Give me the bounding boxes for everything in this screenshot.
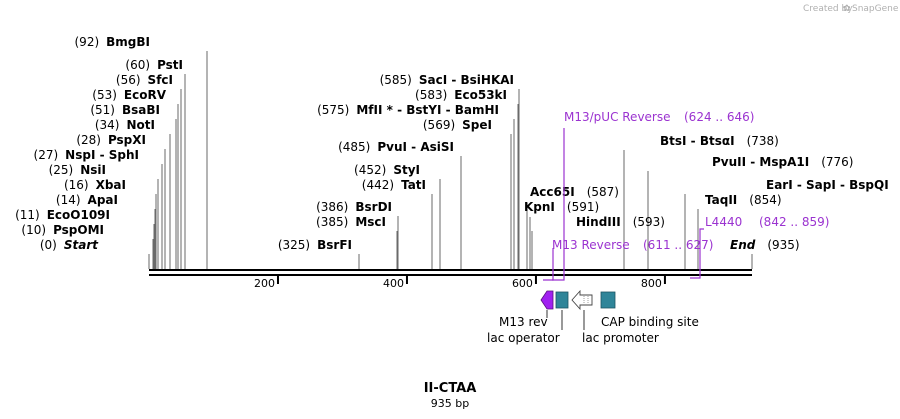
- site-label[interactable]: (51) BsaBI: [90, 103, 160, 117]
- site-label[interactable]: (385) MscI: [316, 215, 386, 229]
- site-label[interactable]: (92) BmgBI: [75, 35, 151, 49]
- feature-lac-promoter[interactable]: lac promoter: [571, 289, 659, 345]
- site-label[interactable]: (11) EcoO109I: [15, 208, 110, 222]
- primer-m13-puc-reverse[interactable]: M13/pUC Reverse (624 .. 646): [552, 110, 754, 281]
- site-label[interactable]: (386) BsrDI: [316, 200, 392, 214]
- feature-m13-rev[interactable]: M13 rev: [499, 290, 554, 329]
- site-label[interactable]: (442) TatI: [362, 178, 426, 192]
- primer-label: M13/pUC Reverse: [564, 110, 671, 124]
- site-label[interactable]: (34) NotI: [95, 118, 155, 132]
- credit-text: Created by: [803, 4, 853, 14]
- map-length: 935 bp: [431, 397, 469, 410]
- primer-range: (611 .. 627): [643, 238, 713, 252]
- site-label[interactable]: (14) ApaI: [56, 193, 118, 207]
- site-label[interactable]: (583) Eco53kI: [415, 88, 507, 102]
- axis-tick-label: 600: [512, 277, 533, 290]
- site-label[interactable]: (28) PspXI: [76, 133, 146, 147]
- feature-label: lac promoter: [582, 331, 659, 345]
- site-label[interactable]: (10) PspOMI: [21, 223, 104, 237]
- primer-label: L4440: [705, 215, 742, 229]
- site-label[interactable]: End (935): [730, 238, 800, 252]
- primer-l4440[interactable]: L4440 (842 .. 859): [690, 215, 829, 279]
- primer-range: (842 .. 859): [759, 215, 829, 229]
- site-label[interactable]: KpnI (591): [524, 200, 599, 214]
- site-label[interactable]: (53) EcoRV: [92, 88, 166, 102]
- site-label[interactable]: Acc65I (587): [530, 185, 619, 199]
- snapgene-logo-icon: ✿: [843, 4, 851, 14]
- site-label[interactable]: EarI - SapI - BspQI(836): [766, 178, 900, 192]
- site-label[interactable]: (27) NspI - SphI: [34, 148, 139, 162]
- primer-range: (624 .. 646): [684, 110, 754, 124]
- feature-label: lac operator: [487, 331, 560, 345]
- credit-brand: SnapGene: [852, 4, 899, 14]
- site-label[interactable]: (0) Start: [40, 238, 99, 252]
- site-label[interactable]: TaqII (854): [705, 193, 782, 207]
- map-title: II-CTAA: [424, 381, 477, 396]
- site-label[interactable]: HindIII (593): [576, 215, 665, 229]
- site-label[interactable]: (25) NsiI: [49, 163, 106, 177]
- site-label[interactable]: (325) BsrFI: [278, 238, 352, 252]
- feature-lac-operator[interactable]: lac operator: [487, 291, 569, 345]
- site-label[interactable]: (56) SfcI: [116, 73, 173, 87]
- primer-m13-reverse[interactable]: M13 Reverse (611 .. 627): [543, 238, 713, 281]
- site-label[interactable]: (60) PstI: [125, 58, 183, 72]
- lac-operator-box-icon: [555, 291, 569, 309]
- site-label[interactable]: BtsI - BtsαI (738): [660, 134, 779, 148]
- site-label[interactable]: (575) MfII * - BstYI - BamHI: [317, 103, 499, 117]
- primer-label: M13 Reverse: [552, 238, 630, 252]
- m13-rev-arrow-icon: [540, 290, 554, 310]
- cap-binding-box-icon: [600, 291, 616, 309]
- site-label[interactable]: (569) SpeI: [423, 118, 492, 132]
- site-label[interactable]: PvuII - MspA1I (776): [712, 155, 853, 169]
- site-label[interactable]: (485) PvuI - AsiSI: [338, 140, 454, 154]
- lac-promoter-arrow-icon: [571, 289, 593, 311]
- feature-label: CAP binding site: [601, 315, 699, 329]
- axis-tick-label: 800: [641, 277, 662, 290]
- site-label[interactable]: (585) SacI - BsiHKAI: [380, 73, 514, 87]
- axis-tick-label: 200: [254, 277, 275, 290]
- feature-label: M13 rev: [499, 315, 548, 329]
- site-label[interactable]: (452) StyI: [354, 163, 420, 177]
- axis-tick-label: 400: [383, 277, 404, 290]
- feature-cap-binding-site[interactable]: CAP binding site: [600, 291, 699, 329]
- site-label[interactable]: (16) XbaI: [64, 178, 126, 192]
